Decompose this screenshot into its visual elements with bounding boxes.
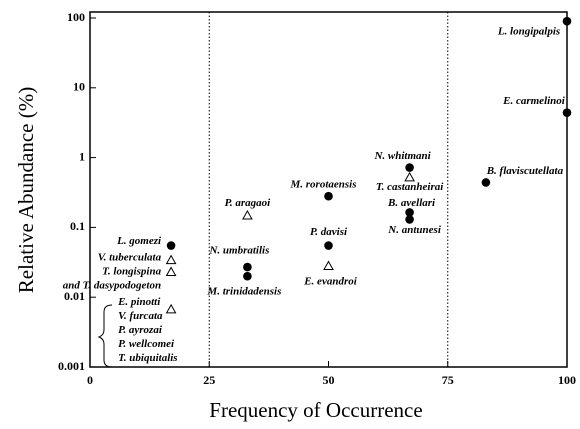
point-label: N. whitmani: [373, 150, 431, 162]
circle-point: [562, 16, 572, 26]
point-label: N. antunesi: [387, 224, 442, 236]
circle-point: [324, 241, 333, 250]
point-label: L. gomezi: [116, 235, 162, 247]
y-tick-label: 10: [73, 80, 85, 94]
point-label: E. pinotti: [117, 296, 161, 308]
point-label: T. longispina: [102, 265, 161, 277]
point-label: V. furcata: [118, 310, 163, 322]
y-tick-label: 100: [67, 10, 85, 24]
circle-point: [405, 208, 414, 217]
circle-point: [243, 262, 252, 272]
x-tick-label: 0: [87, 373, 93, 387]
triangle-point: [165, 254, 177, 265]
point-label: M. rorotaensis: [289, 179, 356, 191]
point-label: B. flaviscutellata: [486, 165, 564, 177]
point-label: P. ayrozai: [118, 324, 163, 336]
circle-point: [324, 191, 333, 201]
triangle-point: [165, 303, 177, 314]
circle-point: [166, 241, 176, 250]
x-tick-label: 100: [558, 373, 576, 387]
point-label: E. evandroi: [303, 276, 358, 288]
point-label: E. carmelinoi: [502, 95, 566, 107]
triangle-point: [242, 209, 253, 220]
y-tick-label: 0.001: [58, 359, 85, 373]
y-axis-title: Relative Abundance (%): [14, 87, 38, 293]
circle-point: [405, 215, 414, 224]
circle-point: [481, 178, 491, 187]
point-label: P. davisi: [310, 226, 348, 238]
triangle-point: [404, 171, 415, 182]
y-tick-label: 1: [79, 149, 85, 163]
y-tick-label: 0.1: [70, 219, 85, 233]
point-label: V. tuberculata: [98, 252, 162, 264]
point-label: P. wellcomei: [118, 338, 175, 350]
triangle-point: [165, 266, 177, 276]
point-label: L. longipalpis: [497, 26, 560, 38]
circle-point: [243, 271, 252, 281]
point-label: N. umbratilis: [208, 245, 269, 257]
circle-point: [405, 163, 414, 172]
x-tick-label: 25: [203, 373, 215, 387]
x-tick-label: 75: [442, 373, 454, 387]
x-axis-title: Frequency of Occurrence: [209, 398, 422, 422]
x-tick-label: 50: [323, 373, 335, 387]
point-label: P. aragaoi: [225, 197, 272, 209]
point-label: T. castanheirai: [376, 181, 444, 193]
group-bracket: [97, 304, 113, 368]
point-label: M. trinidadensis: [206, 286, 281, 298]
point-label: and T. dasypodogeton: [63, 279, 161, 291]
triangle-point: [323, 260, 334, 270]
circle-point: [562, 108, 572, 117]
point-label: T. ubiquitalis: [118, 352, 178, 364]
y-tick-label: 0.01: [64, 289, 85, 303]
point-label: B. avellari: [387, 197, 436, 209]
